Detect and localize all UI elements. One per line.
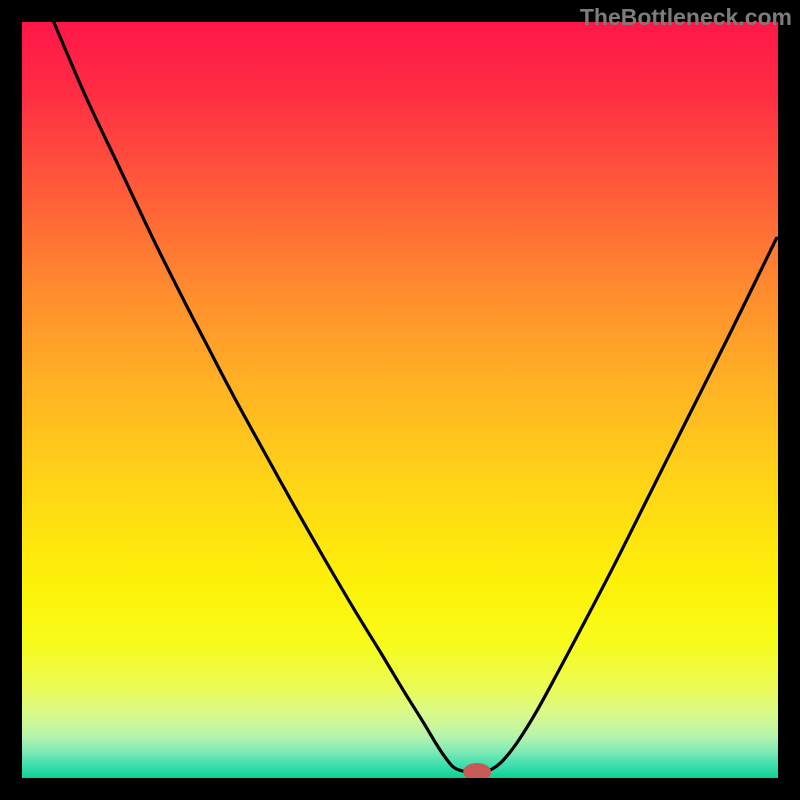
chart-frame: TheBottleneck.com <box>0 0 800 800</box>
chart-svg <box>22 22 778 778</box>
bottleneck-curve <box>54 22 777 772</box>
plot-area <box>22 22 778 778</box>
watermark-text: TheBottleneck.com <box>580 4 792 31</box>
minimum-marker <box>463 763 491 778</box>
